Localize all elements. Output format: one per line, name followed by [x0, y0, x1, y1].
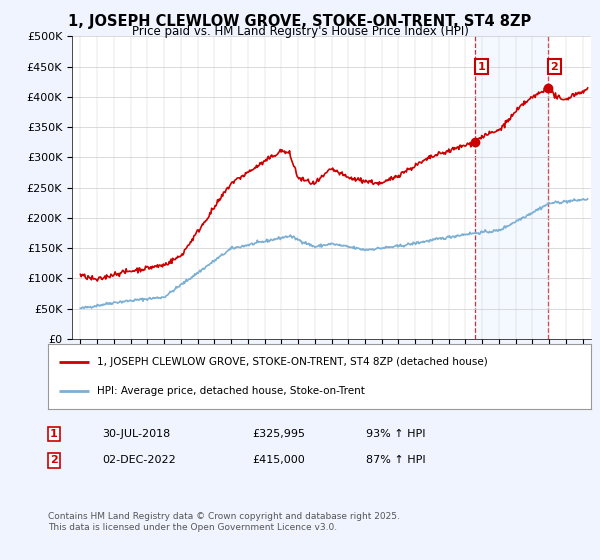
- Text: 02-DEC-2022: 02-DEC-2022: [102, 455, 176, 465]
- Text: HPI: Average price, detached house, Stoke-on-Trent: HPI: Average price, detached house, Stok…: [97, 386, 365, 396]
- Bar: [475, 36, 548, 339]
- Text: 87% ↑ HPI: 87% ↑ HPI: [366, 455, 425, 465]
- Text: 30-JUL-2018: 30-JUL-2018: [102, 429, 170, 439]
- Text: Price paid vs. HM Land Registry's House Price Index (HPI): Price paid vs. HM Land Registry's House …: [131, 25, 469, 38]
- Text: 1: 1: [478, 62, 485, 72]
- Text: 2: 2: [550, 62, 558, 72]
- Text: 1, JOSEPH CLEWLOW GROVE, STOKE-ON-TRENT, ST4 8ZP (detached house): 1, JOSEPH CLEWLOW GROVE, STOKE-ON-TRENT,…: [97, 357, 488, 367]
- Text: Contains HM Land Registry data © Crown copyright and database right 2025.
This d: Contains HM Land Registry data © Crown c…: [48, 512, 400, 532]
- Text: £415,000: £415,000: [252, 455, 305, 465]
- Text: 93% ↑ HPI: 93% ↑ HPI: [366, 429, 425, 439]
- Text: 2: 2: [50, 455, 58, 465]
- Text: 1: 1: [50, 429, 58, 439]
- Text: £325,995: £325,995: [252, 429, 305, 439]
- Text: 1, JOSEPH CLEWLOW GROVE, STOKE-ON-TRENT, ST4 8ZP: 1, JOSEPH CLEWLOW GROVE, STOKE-ON-TRENT,…: [68, 14, 532, 29]
